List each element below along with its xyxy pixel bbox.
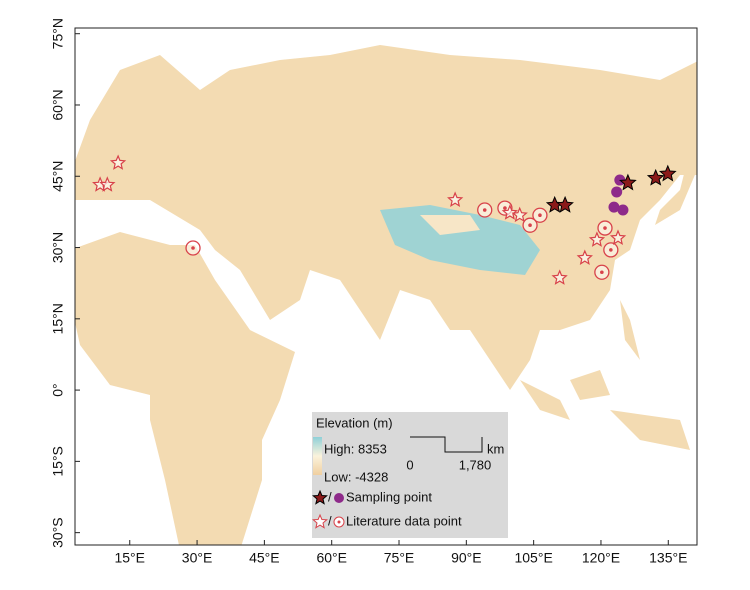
sampling-circle (608, 201, 620, 213)
legend-box (312, 412, 508, 538)
literature-star (609, 229, 627, 245)
africa (75, 232, 295, 545)
frame (74, 27, 698, 546)
literature-dot (528, 223, 532, 228)
literature-star (576, 249, 593, 265)
x-tick-label: 30°E (182, 550, 213, 566)
x-tick-label: 120°E (582, 550, 620, 566)
literature-star (511, 206, 528, 223)
y-tick-label: 30°S (50, 517, 66, 548)
y-tick-label: 15°N (50, 303, 66, 334)
x-tick-label: 45°E (249, 550, 280, 566)
y-tick-label: 15°S (50, 446, 66, 477)
literature-dot (191, 246, 195, 250)
scale-bar (410, 436, 483, 453)
legend-literature-star (312, 513, 328, 529)
scale-unit: km (487, 441, 504, 456)
islands (520, 300, 690, 450)
literature-dot (482, 208, 487, 212)
y-tick-label: 60°N (50, 89, 66, 120)
legend-low: Low: -4328 (324, 469, 388, 484)
legend-sep: / (328, 489, 332, 504)
legend-literature-dot (337, 520, 341, 524)
japan (655, 150, 697, 225)
sampling-star (646, 168, 665, 186)
legend-sampling-star (312, 489, 328, 505)
sampling-star (619, 173, 637, 191)
x-tick-label: 105°E (514, 550, 552, 566)
y-tick-label: 0° (50, 383, 66, 396)
legend-high: High: 8353 (324, 441, 387, 456)
x-tick-label: 135°E (649, 550, 687, 566)
literature-dot (538, 213, 542, 218)
literature-star (99, 176, 116, 192)
x-tick-label: 90°E (451, 550, 482, 566)
literature-star (551, 269, 568, 285)
sampling-circle (611, 186, 623, 198)
y-tick-label: 75°N (50, 18, 66, 49)
legend-literature: Literature data point (346, 513, 462, 528)
x-tick-label: 60°E (316, 550, 347, 566)
literature-dot (600, 270, 604, 275)
literature-star (588, 231, 606, 247)
literature-dot (609, 248, 613, 252)
y-tick-label: 45°N (50, 161, 66, 192)
basin (420, 215, 480, 235)
literature-dot (503, 206, 507, 210)
x-tick-label: 75°E (384, 550, 415, 566)
legend-sampling-circle (334, 493, 344, 503)
scale-end: 1,780 (459, 457, 492, 472)
literature-star (447, 191, 464, 207)
land (75, 45, 697, 545)
scale-start: 0 (406, 457, 413, 472)
sampling-circle (617, 204, 629, 216)
legend-title: Elevation (m) (316, 415, 393, 430)
literature-star (501, 204, 518, 220)
colorbar (313, 437, 322, 475)
literature-dot (603, 226, 607, 230)
legend-sampling: Sampling point (346, 489, 432, 504)
y-tick-label: 30°N (50, 232, 66, 263)
sampling-star (658, 164, 677, 182)
literature-star (109, 154, 127, 170)
plateau (380, 205, 540, 275)
legend-sep: / (328, 513, 332, 528)
x-tick-label: 15°E (114, 550, 145, 566)
sampling-star (556, 195, 574, 213)
